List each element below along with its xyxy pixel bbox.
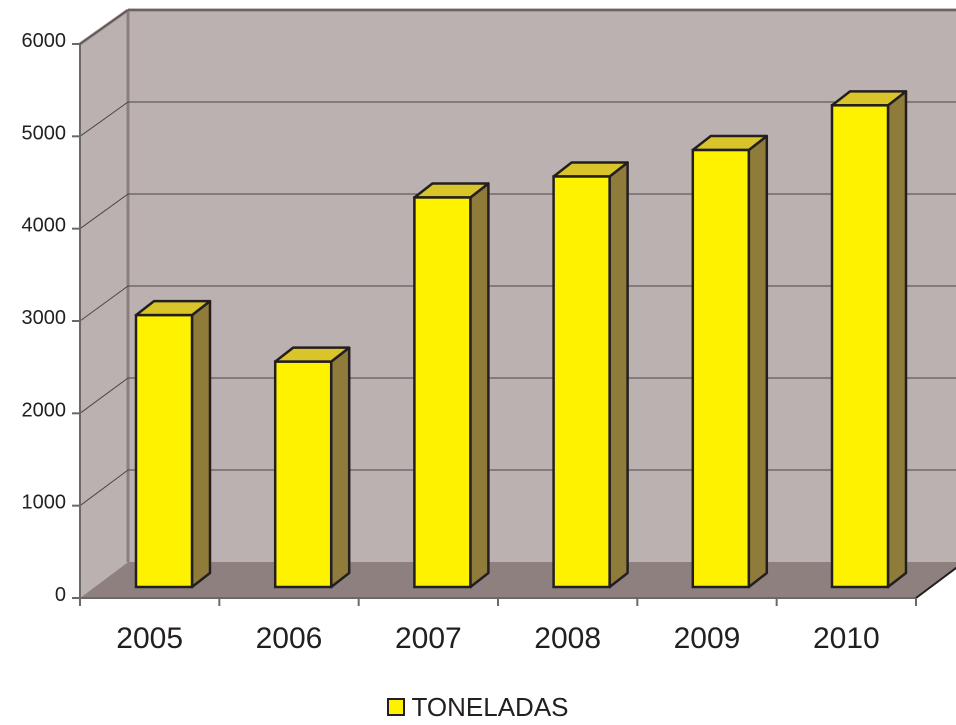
bar-2005 <box>134 299 212 589</box>
bar-2010 <box>830 90 908 589</box>
x-tick-label-2006: 2006 <box>256 622 323 655</box>
bar-2007 <box>413 182 490 589</box>
y-tick-label-2000: 2000 <box>22 399 67 421</box>
gridline-side-2000 <box>79 377 129 414</box>
y-tick-label-6000: 6000 <box>22 30 67 52</box>
legend-swatch <box>387 698 406 716</box>
bar-side-face <box>747 134 769 589</box>
bar-side-face <box>190 299 212 589</box>
x-tick-label-2008: 2008 <box>534 622 601 655</box>
y-tick-label-4000: 4000 <box>22 215 67 237</box>
chart-walls <box>79 8 956 598</box>
bar-front-face <box>830 104 890 589</box>
gridline-side-5000 <box>79 101 129 137</box>
y-tick-label-1000: 1000 <box>22 492 67 514</box>
bar-front-face <box>273 360 333 589</box>
bar-side-face <box>329 346 351 589</box>
x-tick-label-2009: 2009 <box>674 622 741 655</box>
x-tick-label-2010: 2010 <box>813 622 880 655</box>
x-tick-label-2005: 2005 <box>116 622 183 655</box>
legend: TONELADAS <box>0 694 956 721</box>
gridline-side-4000 <box>79 193 129 230</box>
bar-side-face <box>608 161 629 589</box>
gridline-side-6000 <box>79 9 129 45</box>
bar-side-face <box>469 182 490 589</box>
gridline-side-1000 <box>79 469 129 507</box>
y-tick-label-5000: 5000 <box>22 122 67 144</box>
bar-side-face <box>886 90 908 589</box>
bar-front-face <box>413 196 472 589</box>
bars <box>134 90 908 589</box>
y-tick-label-3000: 3000 <box>22 307 67 329</box>
bar-2008 <box>552 161 629 589</box>
y-axis-ticks: 0 1000 2000 3000 4000 5000 6000 <box>22 30 80 606</box>
gridlines <box>79 9 956 507</box>
floor-right-edge <box>915 566 956 599</box>
legend-label: TONELADAS <box>411 692 569 722</box>
floor <box>80 562 956 598</box>
gridline-side-3000 <box>79 285 129 322</box>
bar-front-face <box>552 175 611 589</box>
bar-2006 <box>273 346 351 589</box>
bar-front-face <box>691 148 751 589</box>
y-tick-label-0: 0 <box>55 584 66 606</box>
bar-front-face <box>134 313 194 589</box>
x-tick-label-2007: 2007 <box>395 622 462 655</box>
bar-2009 <box>691 134 769 589</box>
x-axis-ticks: 2005 2006 2007 2008 2009 2010 <box>79 598 917 655</box>
